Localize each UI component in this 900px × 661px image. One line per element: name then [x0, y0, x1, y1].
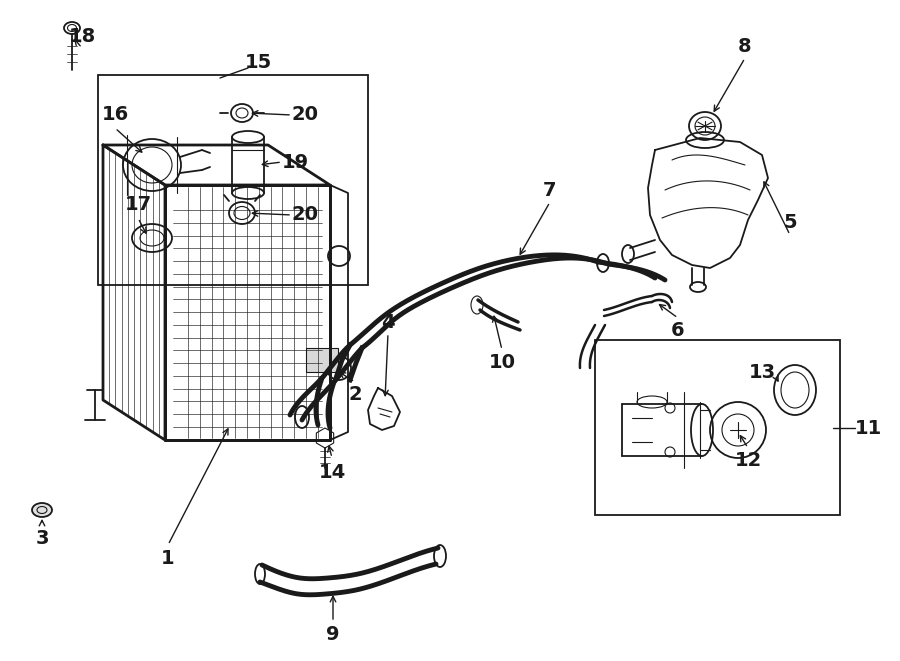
- Text: 11: 11: [854, 418, 882, 438]
- Text: 20: 20: [292, 206, 319, 225]
- Text: 14: 14: [319, 463, 346, 481]
- Text: 13: 13: [749, 362, 776, 381]
- Text: 10: 10: [489, 354, 516, 373]
- Text: 17: 17: [124, 196, 151, 215]
- Text: 19: 19: [282, 153, 309, 171]
- Text: 4: 4: [382, 313, 395, 332]
- FancyBboxPatch shape: [306, 348, 338, 372]
- Text: 12: 12: [734, 451, 761, 469]
- Bar: [98, 75, 368, 285]
- Text: 5: 5: [783, 212, 796, 231]
- Text: 20: 20: [292, 106, 319, 124]
- Text: 2: 2: [348, 385, 362, 405]
- Text: 9: 9: [326, 625, 340, 644]
- Text: 1: 1: [161, 549, 175, 568]
- Text: 3: 3: [35, 529, 49, 547]
- Bar: [595, 340, 840, 515]
- Text: 18: 18: [68, 26, 95, 46]
- Ellipse shape: [32, 503, 52, 517]
- Text: 15: 15: [245, 52, 272, 71]
- Text: 6: 6: [671, 321, 685, 340]
- Text: 16: 16: [102, 106, 129, 124]
- Text: 7: 7: [544, 180, 557, 200]
- Text: 8: 8: [738, 36, 752, 56]
